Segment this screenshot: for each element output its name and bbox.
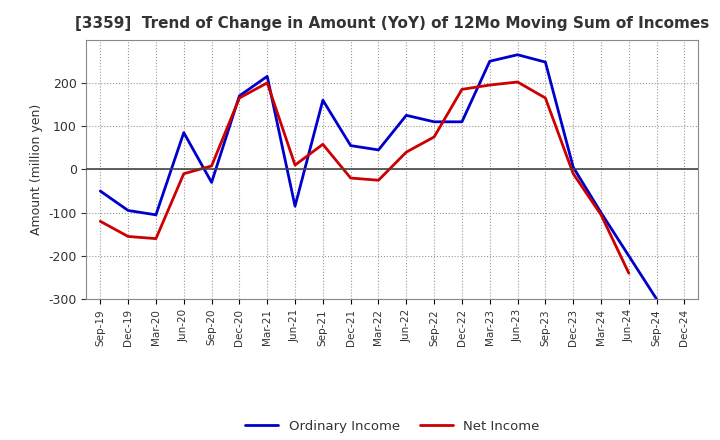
Ordinary Income xyxy=(624,253,633,259)
Net Income xyxy=(624,271,633,276)
Ordinary Income xyxy=(291,204,300,209)
Ordinary Income xyxy=(179,130,188,135)
Net Income xyxy=(179,171,188,176)
Ordinary Income xyxy=(152,212,161,217)
Title: [3359]  Trend of Change in Amount (YoY) of 12Mo Moving Sum of Incomes: [3359] Trend of Change in Amount (YoY) o… xyxy=(76,16,709,32)
Y-axis label: Amount (million yen): Amount (million yen) xyxy=(30,104,42,235)
Ordinary Income xyxy=(96,188,104,194)
Line: Ordinary Income: Ordinary Income xyxy=(100,55,657,299)
Ordinary Income xyxy=(374,147,383,153)
Ordinary Income xyxy=(318,98,327,103)
Ordinary Income xyxy=(235,93,243,99)
Net Income xyxy=(263,80,271,85)
Net Income xyxy=(458,87,467,92)
Net Income xyxy=(235,95,243,101)
Net Income xyxy=(513,79,522,84)
Net Income xyxy=(207,163,216,169)
Ordinary Income xyxy=(124,208,132,213)
Net Income xyxy=(485,82,494,88)
Ordinary Income xyxy=(513,52,522,57)
Net Income xyxy=(374,178,383,183)
Ordinary Income xyxy=(652,297,661,302)
Net Income xyxy=(430,134,438,139)
Net Income xyxy=(541,95,550,101)
Ordinary Income xyxy=(597,210,606,215)
Legend: Ordinary Income, Net Income: Ordinary Income, Net Income xyxy=(240,415,545,438)
Net Income xyxy=(152,236,161,241)
Ordinary Income xyxy=(485,59,494,64)
Net Income xyxy=(291,162,300,168)
Ordinary Income xyxy=(207,180,216,185)
Net Income xyxy=(569,171,577,176)
Ordinary Income xyxy=(569,165,577,170)
Ordinary Income xyxy=(263,74,271,79)
Net Income xyxy=(597,212,606,217)
Ordinary Income xyxy=(346,143,355,148)
Net Income xyxy=(346,176,355,181)
Ordinary Income xyxy=(458,119,467,125)
Net Income xyxy=(402,150,410,155)
Line: Net Income: Net Income xyxy=(100,82,629,273)
Net Income xyxy=(318,142,327,147)
Ordinary Income xyxy=(430,119,438,125)
Net Income xyxy=(96,219,104,224)
Net Income xyxy=(124,234,132,239)
Ordinary Income xyxy=(541,59,550,65)
Ordinary Income xyxy=(402,113,410,118)
